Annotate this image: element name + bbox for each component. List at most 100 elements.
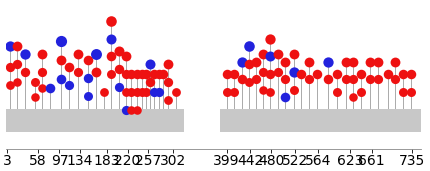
Point [142, 91, 149, 94]
Point [160, 73, 166, 76]
Point [374, 60, 381, 63]
Point [407, 73, 414, 76]
Point [267, 37, 274, 40]
Point [366, 78, 373, 81]
Point [391, 78, 398, 81]
Point [66, 83, 73, 86]
Point [123, 109, 129, 111]
Point [231, 73, 238, 76]
Point [84, 77, 91, 80]
Point [123, 73, 129, 76]
Point [324, 60, 331, 63]
Point [74, 70, 81, 73]
Point [231, 91, 238, 94]
Point [7, 83, 14, 86]
Point [46, 87, 53, 90]
Point [246, 81, 253, 83]
Point [115, 50, 122, 53]
Point [282, 78, 289, 81]
Point [275, 70, 282, 73]
Point [74, 52, 81, 55]
Point [253, 78, 260, 81]
Point [246, 63, 253, 65]
Point [146, 81, 153, 83]
Bar [221, 109, 421, 132]
Point [128, 109, 135, 111]
Point [165, 81, 172, 83]
Point [101, 91, 108, 94]
Point [7, 65, 14, 68]
Point [224, 73, 230, 76]
Point [173, 91, 180, 94]
Point [290, 70, 297, 73]
Point [84, 59, 91, 62]
Point [399, 91, 406, 94]
Point [224, 91, 230, 94]
Point [22, 70, 29, 73]
Point [38, 52, 45, 55]
Point [58, 40, 64, 43]
Point [123, 55, 129, 58]
Point [115, 68, 122, 71]
Point [298, 73, 305, 76]
Point [150, 73, 157, 76]
Point [267, 91, 274, 94]
Point [31, 96, 38, 99]
Point [306, 60, 313, 63]
Point [13, 63, 20, 65]
Point [238, 60, 245, 63]
Point [123, 91, 129, 94]
Point [13, 45, 20, 48]
Point [38, 70, 45, 73]
Point [358, 91, 365, 94]
Point [108, 73, 115, 76]
Point [267, 55, 274, 58]
Point [165, 63, 172, 65]
Point [407, 91, 414, 94]
Point [290, 52, 297, 55]
Point [366, 60, 373, 63]
Point [391, 60, 398, 63]
Point [374, 78, 381, 81]
Point [146, 63, 153, 65]
Point [260, 52, 267, 55]
Point [350, 78, 357, 81]
Point [58, 59, 64, 62]
Point [92, 52, 99, 55]
Point [275, 52, 282, 55]
Point [108, 19, 115, 22]
Point [260, 88, 267, 91]
Point [290, 88, 297, 91]
Point [155, 73, 162, 76]
Point [66, 65, 73, 68]
Point [306, 78, 313, 81]
Point [350, 60, 357, 63]
Point [150, 91, 157, 94]
Point [128, 73, 135, 76]
Point [128, 91, 135, 94]
Point [155, 91, 162, 94]
Point [138, 73, 145, 76]
Point [333, 73, 340, 76]
Point [358, 73, 365, 76]
Point [38, 87, 45, 90]
Point [133, 91, 140, 94]
Point [58, 78, 64, 81]
Point [267, 73, 274, 76]
Point [115, 86, 122, 89]
Point [142, 73, 149, 76]
Point [133, 109, 140, 111]
Point [22, 52, 29, 55]
Point [84, 95, 91, 97]
Point [165, 98, 172, 101]
Point [7, 45, 14, 48]
Point [313, 73, 320, 76]
Point [108, 37, 115, 40]
Point [253, 60, 260, 63]
Point [108, 55, 115, 58]
Point [246, 45, 253, 48]
Point [260, 70, 267, 73]
Point [342, 78, 349, 81]
Point [333, 91, 340, 94]
Point [238, 78, 245, 81]
